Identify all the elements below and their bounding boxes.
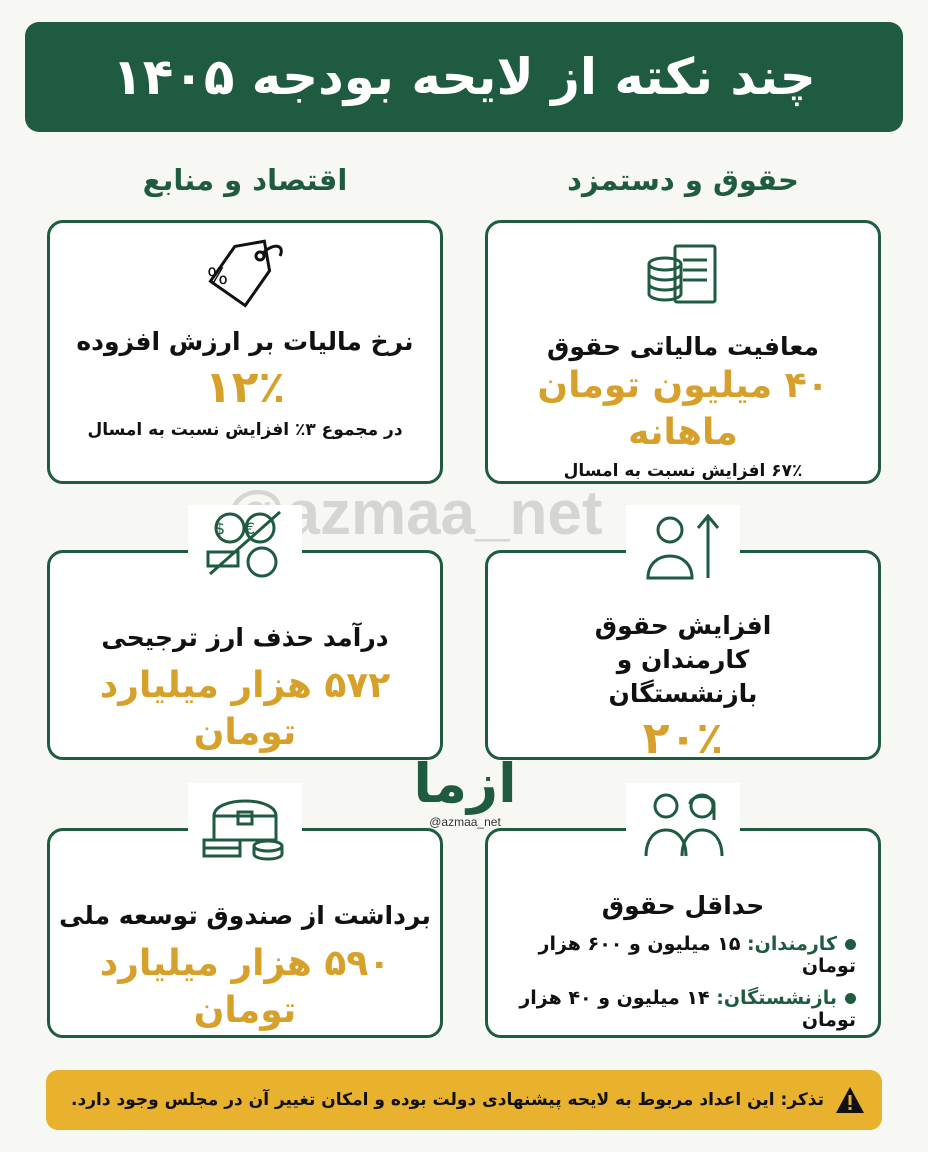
logo-handle: @azmaa_net <box>429 815 501 829</box>
list-item-label: بازنشستگان: <box>716 986 837 1009</box>
card-salary-raise: افزایش حقوق کارمندان و بازنشستگان ۲۰٪ <box>485 505 881 764</box>
header-banner: چند نکته از لایحه بودجه ۱۴۰۵ <box>25 22 903 132</box>
card-vat: % نرخ مالیات بر ارزش افزوده ۱۲٪ در مجموع… <box>47 220 443 484</box>
card-value: ۱۲٪ <box>204 361 286 413</box>
card-tax-exemption: معافیت مالیاتی حقوق ۴۰ میلیون تومان ماها… <box>485 220 881 484</box>
card-note: ۶۷٪ افزایش نسبت به امسال <box>563 461 803 481</box>
card-national-fund: برداشت از صندوق توسعه ملی ۵۹۰ هزار میلیا… <box>47 783 443 1038</box>
card-title: برداشت از صندوق توسعه ملی <box>59 901 431 930</box>
list-item-label: کارمندان: <box>747 932 837 955</box>
svg-text:%: % <box>207 265 228 290</box>
card-value: ۵۷۲ هزار میلیارد تومان <box>99 664 391 753</box>
card-title: حداقل حقوق <box>601 891 765 920</box>
man-woman-icon <box>626 783 740 861</box>
svg-text:€: € <box>245 519 255 538</box>
warning-banner: تذکر: این اعداد مربوط به لایحه پیشنهادی … <box>46 1070 882 1130</box>
card-min-wage: حداقل حقوق کارمندان: ۱۵ میلیون و ۶۰۰ هزا… <box>485 783 881 1038</box>
list-item: کارمندان: ۱۵ میلیون و ۶۰۰ هزار تومان <box>488 933 878 977</box>
bullet-dot <box>845 992 856 1004</box>
page-title: چند نکته از لایحه بودجه ۱۴۰۵ <box>112 48 816 106</box>
card-note: در مجموع ۳٪ افزایش نسبت به امسال <box>87 419 403 440</box>
bullet-dot <box>845 938 856 950</box>
currency-crossed-icon: $ € <box>188 505 302 583</box>
card-title: معافیت مالیاتی حقوق <box>547 331 819 361</box>
logo-mark: ازما <box>413 752 517 815</box>
list-item: بازنشستگان: ۱۴ میلیون و ۴۰ هزار تومان <box>488 987 878 1031</box>
warning-text: تذکر: این اعداد مربوط به لایحه پیشنهادی … <box>71 1090 824 1110</box>
svg-text:$: $ <box>215 519 225 538</box>
list-item-value: ۱۵ میلیون و ۶۰۰ هزار تومان <box>538 932 856 977</box>
treasure-chest-icon <box>188 783 302 861</box>
list-item-value: ۱۴ میلیون و ۴۰ هزار تومان <box>519 986 856 1031</box>
person-arrow-up-icon <box>626 505 740 583</box>
logo: ازما @azmaa_net <box>405 752 525 829</box>
warning-icon <box>836 1087 864 1113</box>
percent-tag-icon: % <box>200 237 290 315</box>
card-value: ۴۰ میلیون تومان ماهانه <box>537 365 829 454</box>
card-title: افزایش حقوق کارمندان و بازنشستگان <box>594 611 772 708</box>
card-title: درآمد حذف ارز ترجیحی <box>101 623 389 652</box>
card-value: ۲۰٪ <box>642 713 724 765</box>
card-value: ۵۹۰ هزار میلیارد تومان <box>99 942 391 1031</box>
column-heading-salary: حقوق و دستمزد <box>567 163 799 197</box>
card-title: نرخ مالیات بر ارزش افزوده <box>76 327 414 356</box>
column-heading-economy: اقتصاد و منابع <box>142 163 348 197</box>
coins-document-icon <box>638 241 728 316</box>
card-subsidy-removal: $ € درآمد حذف ارز ترجیحی ۵۷۲ هزار میلیارد… <box>47 505 443 760</box>
